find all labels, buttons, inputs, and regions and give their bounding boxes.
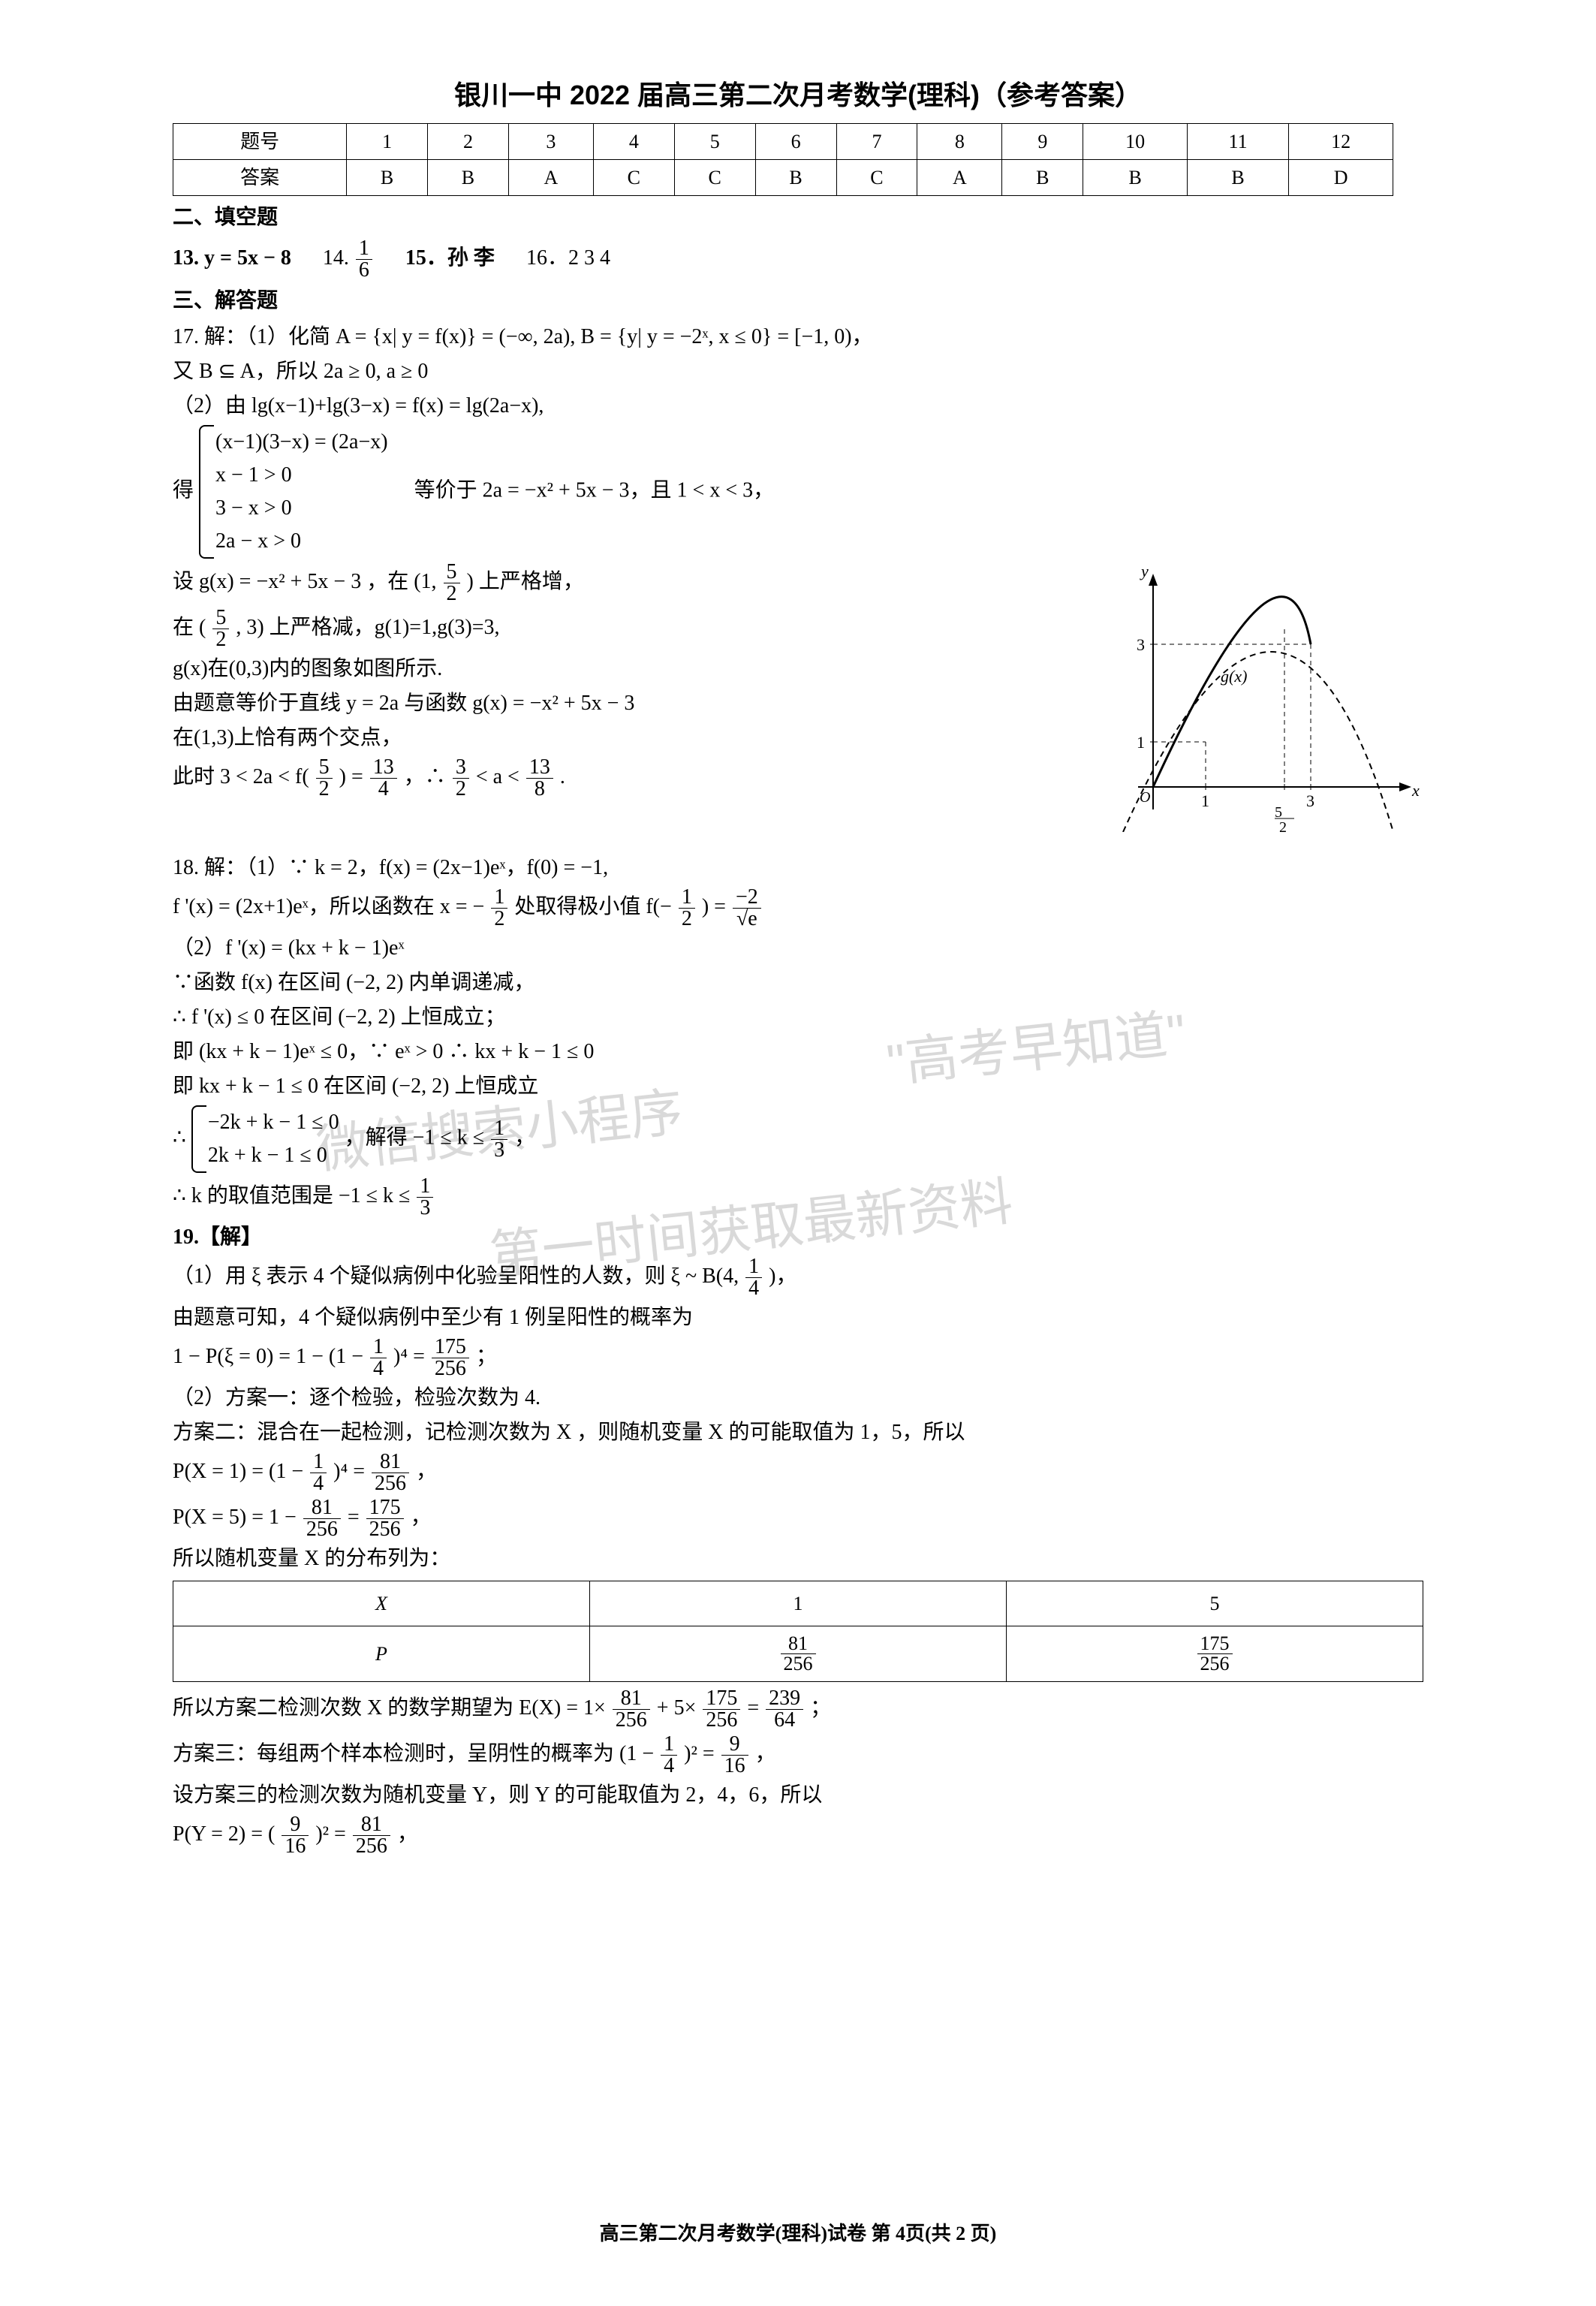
q19-l12: P(Y = 2) = ( 916 )² = 81256 ， xyxy=(173,1814,1423,1857)
q14-label: 14. xyxy=(323,246,349,270)
qnum: 2 xyxy=(428,124,509,160)
row-label: 答案 xyxy=(173,160,347,196)
doc-title: 银川一中 2022 届高三第二次月考数学(理科)（参考答案） xyxy=(173,75,1423,116)
distribution-table: X 1 5 P 81256 175256 xyxy=(173,1581,1423,1682)
svg-text:g(x): g(x) xyxy=(1221,667,1247,686)
q19-l9: 所以方案二检测次数 X 的数学期望为 E(X) = 1× 81256 + 5× … xyxy=(173,1688,1423,1731)
qnum: 3 xyxy=(508,124,593,160)
row-label: 题号 xyxy=(173,124,347,160)
svg-text:y: y xyxy=(1140,562,1149,580)
ans: B xyxy=(1187,160,1288,196)
q17-graph: x y O 1 5 2 3 1 3 g(x) xyxy=(1108,562,1423,842)
qnum: 4 xyxy=(593,124,674,160)
qnum: 1 xyxy=(347,124,428,160)
qnum: 12 xyxy=(1289,124,1393,160)
svg-text:3: 3 xyxy=(1306,791,1314,810)
q18-l4: ∵函数 f(x) 在区间 (−2, 2) 内单调递减， xyxy=(173,967,1423,999)
dist-h-x: X xyxy=(173,1581,590,1626)
mc-answer-table: 题号 1 2 3 4 5 6 7 8 9 10 11 12 答案 B B A C… xyxy=(173,123,1423,196)
dist-p-5: 175256 xyxy=(1007,1626,1423,1682)
ans: B xyxy=(755,160,836,196)
ans: B xyxy=(1002,160,1083,196)
section-fill: 二、填空题 xyxy=(173,202,1423,234)
svg-text:1: 1 xyxy=(1137,733,1145,752)
q19-l7: P(X = 5) = 1 − 81256 = 175256 ， xyxy=(173,1497,1423,1540)
dist-p-1: 81256 xyxy=(590,1626,1007,1682)
q19-l10: 方案三：每组两个样本检测时，呈阴性的概率为 (1 − 14 )² = 916 ， xyxy=(173,1734,1423,1777)
q14-frac: 1 6 xyxy=(356,238,372,281)
svg-text:1: 1 xyxy=(1201,791,1209,810)
q19-l11: 设方案三的检测次数为随机变量 Y，则 Y 的可能取值为 2，4，6，所以 xyxy=(173,1780,1423,1811)
q18-l1: 18. 解：（1）∵ k = 2，f(x) = (2x−1)eˣ，f(0) = … xyxy=(173,852,1423,884)
q18-system: −2k + k − 1 ≤ 0 2k + k − 1 ≤ 0 xyxy=(191,1105,339,1173)
qnum: 10 xyxy=(1083,124,1188,160)
q18-l8: ∴ −2k + k − 1 ≤ 0 2k + k − 1 ≤ 0 ，解得 −1 … xyxy=(173,1105,1423,1173)
svg-text:2: 2 xyxy=(1279,819,1287,832)
svg-text:x: x xyxy=(1411,781,1420,800)
ans: C xyxy=(836,160,917,196)
svg-text:O: O xyxy=(1140,789,1150,806)
q19-l3: 1 − P(ξ = 0) = 1 − (1 − 14 )⁴ = 175256 ； xyxy=(173,1337,1423,1379)
q19-l2: 由题意可知，4 个疑似病例中至少有 1 例呈阳性的概率为 xyxy=(173,1302,1423,1334)
q18-l5: ∴ f '(x) ≤ 0 在区间 (−2, 2) 上恒成立； xyxy=(173,1002,1423,1033)
qnum: 5 xyxy=(674,124,755,160)
q17-l2: 又 B ⊆ A，所以 2a ≥ 0, a ≥ 0 xyxy=(173,356,1423,387)
svg-text:3: 3 xyxy=(1137,635,1145,654)
q17-l3: （2）由 lg(x−1)+lg(3−x) = f(x) = lg(2a−x), xyxy=(173,390,1423,422)
ans: C xyxy=(593,160,674,196)
q16: 16．2 3 4 xyxy=(526,246,610,270)
q18-l7: 即 kx + k − 1 ≤ 0 在区间 (−2, 2) 上恒成立 xyxy=(173,1071,1423,1102)
section-solutions: 三、解答题 xyxy=(173,285,1423,317)
fill-answers: 13. y = 5x − 8 14. 1 6 15．孙 李 16．2 3 4 xyxy=(173,238,1423,281)
q17-system: (x−1)(3−x) = (2a−x) x − 1 > 0 3 − x > 0 … xyxy=(199,425,388,559)
q18-l9: ∴ k 的取值范围是 −1 ≤ k ≤ 13 xyxy=(173,1176,1423,1219)
ans: B xyxy=(428,160,509,196)
q19-l5: 方案二：混合在一起检测，记检测次数为 X ，则随机变量 X 的可能取值为 1，5… xyxy=(173,1417,1423,1448)
qnum: 7 xyxy=(836,124,917,160)
ans: D xyxy=(1289,160,1393,196)
ans: B xyxy=(347,160,428,196)
q17-l4: 得 (x−1)(3−x) = (2a−x) x − 1 > 0 3 − x > … xyxy=(173,425,1423,559)
qnum: 9 xyxy=(1002,124,1083,160)
q19-l8: 所以随机变量 X 的分布列为： xyxy=(173,1543,1423,1575)
q19-head: 19.【解】 xyxy=(173,1222,1423,1253)
q17-l1: 17. 解：（1）化简 A = {x| y = f(x)} = (−∞, 2a)… xyxy=(173,321,1423,353)
q19-l1: （1）用 ξ 表示 4 个疑似病例中化验呈阳性的人数，则 ξ ~ B(4, 14… xyxy=(173,1256,1423,1299)
q18-l3: （2）f '(x) = (kx + k − 1)eˣ xyxy=(173,933,1423,964)
q18-l2: f '(x) = (2x+1)eˣ，所以函数在 x = − 12 处取得极小值 … xyxy=(173,887,1423,930)
qnum: 11 xyxy=(1187,124,1288,160)
ans: A xyxy=(917,160,1002,196)
q19-l6: P(X = 1) = (1 − 14 )⁴ = 81256 ， xyxy=(173,1451,1423,1494)
q18-l6: 即 (kx + k − 1)eˣ ≤ 0，∵ eˣ > 0 ∴ kx + k −… xyxy=(173,1036,1423,1068)
dist-h-1: 1 xyxy=(590,1581,1007,1626)
dist-p-label: P xyxy=(173,1626,590,1682)
ans: C xyxy=(674,160,755,196)
ans: A xyxy=(508,160,593,196)
qnum: 8 xyxy=(917,124,1002,160)
q13: 13. y = 5x − 8 xyxy=(173,246,291,270)
ans: B xyxy=(1083,160,1188,196)
q19-l4: （2）方案一：逐个检验，检验次数为 4. xyxy=(173,1382,1423,1414)
qnum: 6 xyxy=(755,124,836,160)
q15: 15．孙 李 xyxy=(405,246,495,270)
dist-h-5: 5 xyxy=(1007,1581,1423,1626)
page-footer: 高三第二次月考数学(理科)试卷 第 4页(共 2 页) xyxy=(0,2218,1596,2246)
